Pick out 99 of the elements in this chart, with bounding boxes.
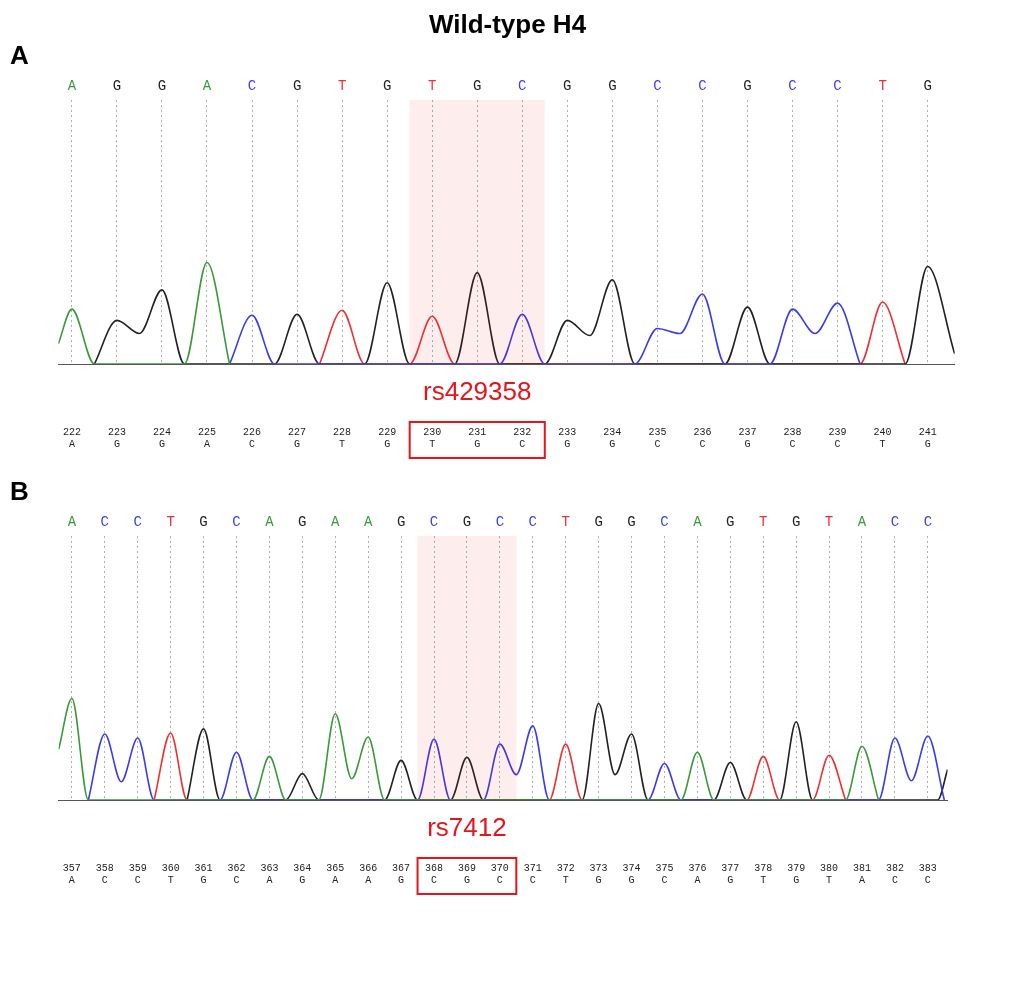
x-tick-label: 228 T — [333, 426, 352, 450]
x-tick-label: 231 G — [468, 426, 487, 450]
text: C — [660, 513, 669, 530]
x-tick-label: 229 G — [378, 426, 397, 450]
text: A — [202, 77, 212, 94]
x-tick-label: 375 C — [655, 862, 674, 886]
x-tick-label: 225 A — [197, 426, 217, 450]
text: C — [653, 77, 662, 94]
x-tick-label: 230 T — [423, 426, 442, 450]
text: T — [561, 513, 570, 530]
x-tick-label: 364 G — [293, 862, 312, 886]
text: G — [594, 513, 603, 530]
chart-title: Wild-type H4 — [427, 8, 588, 40]
x-tick-label: 238 C — [783, 426, 802, 450]
x-tick-label: 222 A — [62, 426, 81, 450]
x-tick-label: 227 G — [288, 426, 307, 450]
x-tick-label: 367 G — [392, 862, 411, 886]
x-tick-label: 379 G — [787, 862, 806, 886]
x-tick-label: 372 T — [556, 862, 575, 886]
text: G — [292, 77, 302, 94]
x-tick-label: 237 G — [738, 426, 757, 450]
text: C — [698, 77, 707, 94]
text: C — [518, 77, 527, 94]
text: A — [331, 513, 341, 530]
text: A — [265, 513, 275, 530]
text: T — [337, 77, 347, 94]
text: C — [247, 77, 257, 94]
text: C — [100, 513, 109, 530]
text: T — [878, 77, 887, 94]
x-tick-label: 236 C — [693, 426, 712, 450]
text: C — [528, 513, 537, 530]
x-tick-label: 365 A — [326, 862, 345, 886]
x-tick-label: 223 G — [107, 426, 126, 450]
text: G — [112, 77, 122, 94]
text: G — [791, 513, 801, 530]
x-tick-label: 380 T — [820, 862, 839, 886]
text: G — [608, 77, 617, 94]
x-tick-label: 373 G — [589, 862, 608, 886]
text: T — [759, 513, 768, 530]
text: C — [833, 77, 842, 94]
x-tick-label: 383 C — [918, 862, 937, 886]
text: C — [232, 513, 241, 530]
text: C — [133, 513, 142, 530]
chart-subtitle: A — [10, 40, 30, 70]
text: G — [923, 77, 932, 94]
x-tick-label: 362 C — [227, 862, 246, 886]
text: G — [563, 77, 572, 94]
x-tick-label: 358 C — [95, 862, 114, 886]
text: T — [824, 513, 834, 530]
text: C — [429, 513, 439, 530]
text: G — [726, 513, 735, 530]
x-tick-label: 359 C — [128, 862, 147, 886]
x-tick-label: 376 A — [688, 862, 707, 886]
text: G — [473, 77, 482, 94]
x-tick-label: 241 G — [918, 426, 937, 450]
text: G — [396, 513, 406, 530]
band-label: rs429358 — [423, 376, 532, 407]
text: A — [857, 513, 867, 530]
x-tick-label: 239 C — [828, 426, 847, 450]
text: A — [693, 513, 703, 530]
text: G — [157, 77, 167, 94]
text: G — [199, 513, 208, 530]
x-tick-label: 374 G — [622, 862, 641, 886]
x-tick-label: 240 T — [873, 426, 892, 450]
text: A — [363, 513, 373, 530]
x-tick-label: 232 C — [513, 426, 532, 450]
x-tick-label: 370 C — [490, 862, 509, 886]
text: C — [923, 513, 933, 530]
text: T — [427, 77, 437, 94]
text: G — [462, 513, 472, 530]
x-tick-label: 381 A — [852, 862, 871, 886]
chart-subtitle: B — [10, 476, 30, 506]
text: C — [890, 513, 900, 530]
text: A — [67, 77, 77, 94]
x-tick-label: 360 T — [161, 862, 180, 886]
x-tick-label: 224 G — [152, 426, 171, 450]
text: A — [67, 513, 77, 530]
x-tick-label: 368 C — [425, 862, 444, 886]
text: G — [743, 77, 752, 94]
x-tick-label: 378 T — [754, 862, 773, 886]
text: C — [495, 513, 505, 530]
band-label: rs7412 — [427, 812, 507, 843]
text: G — [627, 513, 636, 530]
x-tick-label: 371 C — [523, 862, 542, 886]
x-tick-label: 363 A — [260, 862, 279, 886]
text: G — [382, 77, 392, 94]
x-tick-label: 382 C — [885, 862, 904, 886]
x-tick-label: 226 C — [243, 426, 262, 450]
x-tick-label: 234 G — [603, 426, 622, 450]
x-tick-label: 377 G — [721, 862, 740, 886]
x-tick-label: 357 A — [62, 862, 81, 886]
x-tick-label: 235 C — [648, 426, 667, 450]
x-tick-label: 233 G — [558, 426, 577, 450]
x-tick-label: 366 A — [359, 862, 378, 886]
x-tick-label: 361 G — [194, 862, 213, 886]
x-tick-label: 369 G — [457, 862, 476, 886]
text: C — [788, 77, 797, 94]
text: G — [298, 513, 307, 530]
text: T — [166, 513, 175, 530]
